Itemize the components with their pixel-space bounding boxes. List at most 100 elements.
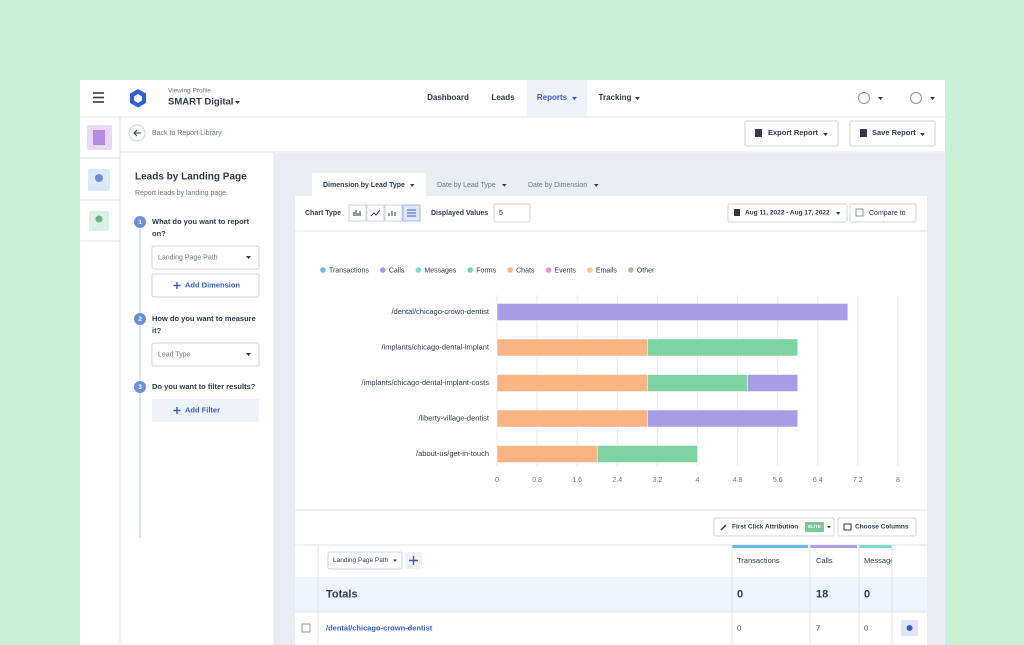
column-accent <box>859 545 892 548</box>
bar <box>496 374 648 392</box>
column-header: Calls <box>816 556 833 565</box>
nav-item[interactable]: Reports <box>537 93 568 102</box>
logo-inner <box>134 94 142 103</box>
displayed-values-input[interactable] <box>493 203 531 223</box>
caret <box>827 526 831 529</box>
legend-label: Calls <box>389 267 405 274</box>
user-button[interactable] <box>910 92 922 104</box>
report-subtitle: Report leads by landing page. <box>135 190 228 197</box>
person-icon <box>95 215 103 223</box>
nav-item[interactable]: Dashboard <box>427 93 469 102</box>
caret <box>410 184 415 187</box>
displayed-values-label: Displayed Values <box>431 210 488 217</box>
steps: 1 What do you want to report on? Landing Pa… <box>134 216 260 422</box>
chart-type-button[interactable] <box>384 204 403 222</box>
nav-item[interactable]: Leads <box>491 93 515 102</box>
bar <box>647 338 798 357</box>
export-button[interactable] <box>744 120 839 147</box>
add-button[interactable] <box>152 399 259 422</box>
date-range[interactable] <box>727 203 848 223</box>
x-tick-label: 3.2 <box>653 477 663 484</box>
column-header: Transactions <box>737 556 780 565</box>
y-tick-label: /liberty-village-dentist <box>419 413 490 422</box>
step-question: Do you want to filter results? <box>152 382 256 391</box>
step-number: 2 <box>138 316 142 323</box>
legend-label: Events <box>554 267 576 274</box>
select[interactable] <box>151 245 260 270</box>
columns-button[interactable] <box>837 517 917 537</box>
columns-icon <box>843 523 852 531</box>
checkbox[interactable] <box>855 208 864 217</box>
legend-label: Messages <box>424 267 456 274</box>
caret <box>235 101 240 104</box>
column-accent <box>810 545 857 548</box>
group-icon <box>95 174 103 182</box>
nav-active <box>527 80 587 117</box>
help-button[interactable] <box>858 92 870 104</box>
select[interactable] <box>151 342 260 367</box>
tab[interactable]: Date by Dimension <box>528 182 587 189</box>
step-marker <box>134 216 146 228</box>
x-tick-label: 6.4 <box>813 477 823 484</box>
building-icon <box>93 130 105 145</box>
attribution-label: First Click Attribution <box>732 524 798 531</box>
step-number: 3 <box>138 384 142 391</box>
save-label: Save Report <box>872 128 916 137</box>
column-accent <box>732 545 808 548</box>
select-label: Lead Type <box>158 351 191 358</box>
date-range-label: Aug 11, 2022 - Aug 17, 2022 <box>745 210 830 217</box>
chart-type-button[interactable] <box>366 204 385 222</box>
save-button[interactable] <box>849 120 936 147</box>
caret <box>502 184 507 187</box>
bar <box>647 409 798 428</box>
caret <box>246 353 251 356</box>
export-label: Export Report <box>768 128 819 137</box>
x-tick-label: 0 <box>495 477 499 484</box>
caret <box>823 133 828 136</box>
tab[interactable]: Dimension by Lead Type <box>323 182 405 189</box>
chart-type-buttons <box>348 204 421 222</box>
x-tick-label: 5.6 <box>773 477 783 484</box>
bar <box>496 445 598 463</box>
x-tick-label: 8 <box>896 477 900 484</box>
caret <box>635 97 640 100</box>
step-marker <box>134 381 146 393</box>
step-question: What do you want to report <box>152 217 250 226</box>
badge <box>805 522 824 532</box>
back-link[interactable]: Back to Report Library <box>152 130 222 137</box>
tab-active[interactable] <box>312 173 426 197</box>
legend-label: Emails <box>596 267 618 274</box>
report-title: Leads by Landing Page <box>135 172 247 183</box>
row-value: 0 <box>864 623 868 632</box>
row-value: 7 <box>816 623 820 632</box>
legend-swatch <box>545 267 552 273</box>
menu-button[interactable] <box>93 92 104 103</box>
row-checkbox[interactable] <box>301 623 311 633</box>
attribution-button[interactable] <box>713 517 835 537</box>
step-marker <box>134 313 146 325</box>
x-tick-label: 0.8 <box>532 477 542 484</box>
add-button[interactable] <box>151 273 260 298</box>
tab[interactable]: Date by Lead Type <box>437 182 496 189</box>
profile-name[interactable]: SMART Digital <box>168 97 233 108</box>
caret <box>246 256 251 259</box>
step-question: How do you want to measure <box>152 314 256 323</box>
bar <box>597 445 698 463</box>
displayed-values[interactable]: 5 <box>499 210 503 217</box>
y-tick-label: /about-us/get-in-touch <box>416 449 489 458</box>
bar-icon <box>353 210 361 216</box>
row-page[interactable]: /dental/chicago-crown-dentist <box>326 623 433 632</box>
stacked-icon <box>388 211 396 216</box>
caret <box>836 212 841 215</box>
bar <box>647 374 748 392</box>
chart: 0 0.8 1.6 2.4 3.2 4 4.8 5.6 6.4 7.2 8 Transactions C… <box>320 267 900 484</box>
dimension-select[interactable] <box>327 551 403 570</box>
bar <box>496 303 849 321</box>
table: Transactions Calls Messages Totals 0 18 0/dent… <box>326 545 892 645</box>
x-tick-label: 7.2 <box>853 477 863 484</box>
badge-label: ELITE <box>808 524 821 529</box>
line-icon <box>370 209 381 217</box>
nav-item[interactable]: Tracking <box>599 93 632 102</box>
compare-toggle[interactable] <box>849 203 917 223</box>
